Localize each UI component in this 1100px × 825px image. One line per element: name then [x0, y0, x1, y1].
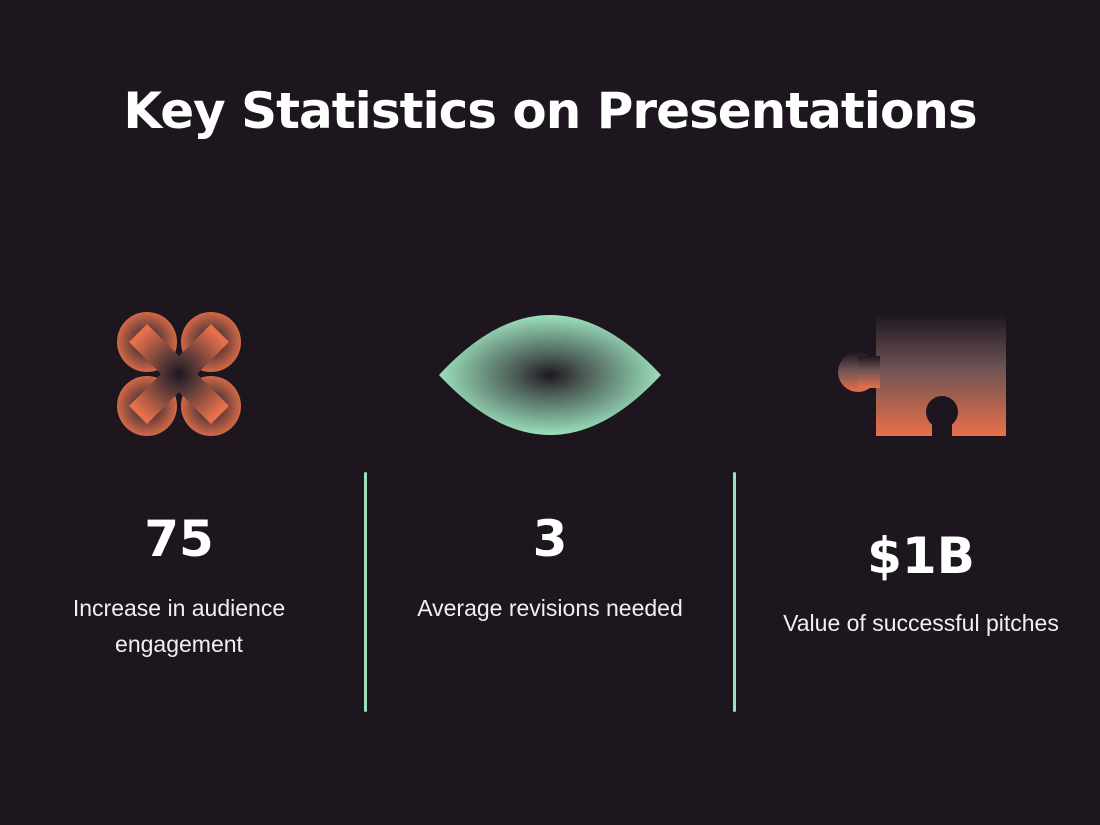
stat-value: 75: [144, 510, 214, 568]
stat-label: Increase in audience engagement: [72, 595, 286, 657]
puzzle-piece-icon: [838, 314, 1006, 436]
stat-value: 3: [532, 510, 568, 568]
divider-right: [733, 472, 736, 712]
stat-label: Value of successful pitches: [783, 610, 1059, 636]
stat-label: Average revisions needed: [417, 595, 683, 621]
eye-icon: [439, 315, 661, 435]
stat-value: $1B: [867, 527, 975, 585]
divider-left: [364, 472, 367, 712]
slide-title: Key Statistics on Presentations: [123, 82, 977, 140]
cross-icon: [117, 312, 241, 436]
